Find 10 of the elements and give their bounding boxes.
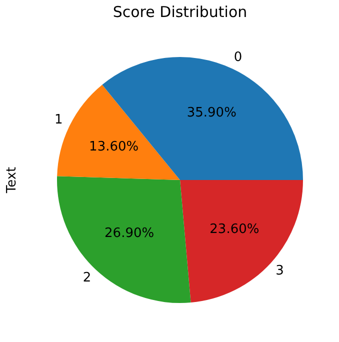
slice-label: 0 — [234, 50, 242, 66]
text: Text — [4, 166, 20, 194]
chart-title: Score Distribution — [112, 2, 248, 21]
slice-label: 3 — [276, 264, 284, 279]
data-label: 35.90% — [186, 106, 236, 121]
slice-label: 2 — [82, 270, 92, 286]
data-label: 26.90% — [104, 226, 154, 242]
slice-label: 1 — [54, 112, 63, 128]
data-label: 13.60% — [89, 140, 139, 155]
data-label: 23.60% — [210, 222, 260, 238]
